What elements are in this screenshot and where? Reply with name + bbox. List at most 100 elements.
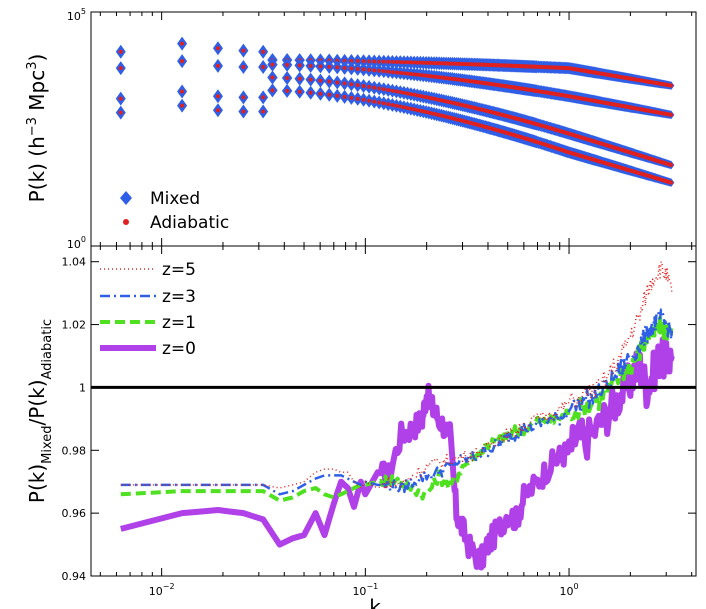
adiabatic-point-z=3-19 bbox=[401, 90, 406, 95]
adiabatic-point-z=1-11 bbox=[367, 67, 372, 72]
adiabatic-point-z=3-10 bbox=[361, 84, 366, 89]
adiabatic-point-z=3-21 bbox=[408, 92, 413, 97]
top-ytick-label-low: 100 bbox=[67, 235, 86, 251]
legend-adiabatic-label: Adiabatic bbox=[150, 213, 229, 233]
adiabatic-point-lowk-0-1 bbox=[118, 66, 123, 71]
adiabatic-point-z=1-24 bbox=[418, 73, 423, 78]
adiabatic-point-lowk-0-2 bbox=[118, 96, 123, 101]
adiabatic-point-z=1-16 bbox=[390, 70, 395, 75]
adiabatic-point-lowk-2-3 bbox=[215, 108, 220, 113]
adiabatic-point-z=3-1 bbox=[285, 75, 290, 80]
adiabatic-point-lowk-1-0 bbox=[180, 41, 185, 46]
xtick-label-1: 100 bbox=[559, 582, 578, 598]
adiabatic-point-z=0-8 bbox=[349, 58, 354, 63]
adiabatic-point-z=5-22 bbox=[412, 107, 417, 112]
top-panel: 105 100 P(k) (h−3 Mpc3) Mixed Adiabatic bbox=[25, 7, 697, 251]
adiabatic-point-lowk-1-3 bbox=[180, 103, 185, 108]
adiabatic-point-z=3-8 bbox=[349, 82, 354, 87]
adiabatic-point-z=5-7 bbox=[342, 94, 347, 99]
adiabatic-point-z=0-7 bbox=[342, 58, 347, 63]
legend-z0-label: z=0 bbox=[162, 339, 196, 359]
legend-mixed-marker bbox=[120, 191, 132, 205]
adiabatic-point-z=0-18 bbox=[398, 60, 403, 65]
adiabatic-point-z=3-9 bbox=[355, 83, 360, 88]
adiabatic-point-z=1-5 bbox=[327, 64, 332, 69]
bottom-legend: z=5 z=3 z=1 z=0 bbox=[100, 260, 196, 359]
adiabatic-point-z=0-20 bbox=[405, 60, 410, 65]
bottom-axes-frame bbox=[90, 245, 697, 577]
adiabatic-point-z=5-18 bbox=[398, 104, 403, 109]
adiabatic-point-z=0-12 bbox=[372, 59, 377, 64]
adiabatic-point-z=5-9 bbox=[355, 96, 360, 101]
adiabatic-point-z=5-13 bbox=[377, 100, 382, 105]
adiabatic-point-lowk-1-2 bbox=[180, 89, 185, 94]
bottom-ticks bbox=[91, 246, 696, 577]
adiabatic-point-z=5-0 bbox=[270, 88, 275, 93]
adiabatic-point-z=5-8 bbox=[349, 95, 354, 100]
bottom-ytick-label: 0.96 bbox=[62, 507, 87, 520]
adiabatic-point-z=5-17 bbox=[394, 103, 399, 108]
top-marks bbox=[115, 36, 675, 187]
adiabatic-point-z=1-6 bbox=[335, 65, 340, 70]
adiabatic-point-z=3-13 bbox=[377, 86, 382, 91]
bottom-ytick-labels: 0.94 0.96 0.98 1 1.02 1.04 bbox=[62, 256, 87, 583]
adiabatic-point-z=5-14 bbox=[381, 101, 386, 106]
adiabatic-point-lowk-0-3 bbox=[118, 110, 123, 115]
adiabatic-point-z=1-2 bbox=[297, 63, 302, 68]
adiabatic-point-z=3-498 bbox=[669, 163, 674, 168]
adiabatic-point-z=5-20 bbox=[405, 105, 410, 110]
bottom-ylabel: P(k)Mixed/P(k)Adiabatic bbox=[25, 319, 55, 503]
adiabatic-point-z=5-3 bbox=[308, 90, 313, 95]
top-legend: Mixed Adiabatic bbox=[120, 189, 229, 233]
series-line-z1 bbox=[120, 315, 674, 503]
adiabatic-point-z=3-5 bbox=[327, 79, 332, 84]
adiabatic-point-z=5-498 bbox=[669, 180, 674, 185]
adiabatic-point-z=0-14 bbox=[381, 59, 386, 64]
legend-z1-label: z=1 bbox=[162, 313, 196, 333]
adiabatic-point-z=5-2 bbox=[297, 89, 302, 94]
xtick-label-0-1: 10−1 bbox=[352, 582, 378, 598]
adiabatic-point-z=5-19 bbox=[401, 105, 406, 110]
adiabatic-point-z=5-16 bbox=[390, 102, 395, 107]
adiabatic-point-z=1-23 bbox=[415, 72, 420, 77]
adiabatic-point-z=0-11 bbox=[367, 59, 372, 64]
adiabatic-point-lowk-4-3 bbox=[261, 109, 266, 114]
adiabatic-point-z=3-3 bbox=[308, 77, 313, 82]
adiabatic-point-z=1-20 bbox=[405, 71, 410, 76]
adiabatic-point-z=1-22 bbox=[412, 72, 417, 77]
top-ytick-label-high: 105 bbox=[67, 7, 86, 23]
adiabatic-point-z=5-10 bbox=[361, 97, 366, 102]
adiabatic-point-z=3-22 bbox=[412, 92, 417, 97]
adiabatic-point-z=1-8 bbox=[349, 66, 354, 71]
adiabatic-point-z=3-6 bbox=[335, 80, 340, 85]
adiabatic-point-lowk-2-1 bbox=[215, 63, 220, 68]
adiabatic-point-z=1-17 bbox=[394, 70, 399, 75]
adiabatic-point-z=3-17 bbox=[394, 89, 399, 94]
bottom-ytick-label: 1 bbox=[79, 381, 86, 394]
adiabatic-point-z=1-3 bbox=[308, 63, 313, 68]
adiabatic-point-lowk-3-0 bbox=[241, 48, 246, 53]
adiabatic-point-lowk-4-0 bbox=[261, 49, 266, 54]
adiabatic-point-z=3-4 bbox=[318, 78, 323, 83]
series-line-z3 bbox=[120, 308, 674, 496]
adiabatic-point-z=1-4 bbox=[318, 64, 323, 69]
legend-z5-label: z=5 bbox=[162, 260, 196, 280]
adiabatic-point-z=0-10 bbox=[361, 59, 366, 64]
bottom-ytick-label: 1.04 bbox=[62, 256, 87, 269]
adiabatic-point-z=1-1 bbox=[285, 62, 290, 67]
adiabatic-point-z=0-16 bbox=[390, 59, 395, 64]
adiabatic-point-z=0-23 bbox=[415, 60, 420, 65]
series-line-z0 bbox=[120, 336, 675, 571]
adiabatic-point-z=0-24 bbox=[418, 60, 423, 65]
bottom-ytick-label: 0.94 bbox=[62, 570, 87, 583]
adiabatic-point-z=5-12 bbox=[372, 99, 377, 104]
adiabatic-point-z=5-4 bbox=[318, 91, 323, 96]
adiabatic-point-lowk-0-0 bbox=[118, 49, 123, 54]
adiabatic-point-z=5-23 bbox=[415, 108, 420, 113]
adiabatic-point-z=3-15 bbox=[386, 87, 391, 92]
adiabatic-point-lowk-3-3 bbox=[241, 109, 246, 114]
adiabatic-point-lowk-2-0 bbox=[215, 46, 220, 51]
xtick-label-0-01: 10−2 bbox=[149, 582, 175, 598]
top-ticks bbox=[99, 12, 693, 246]
